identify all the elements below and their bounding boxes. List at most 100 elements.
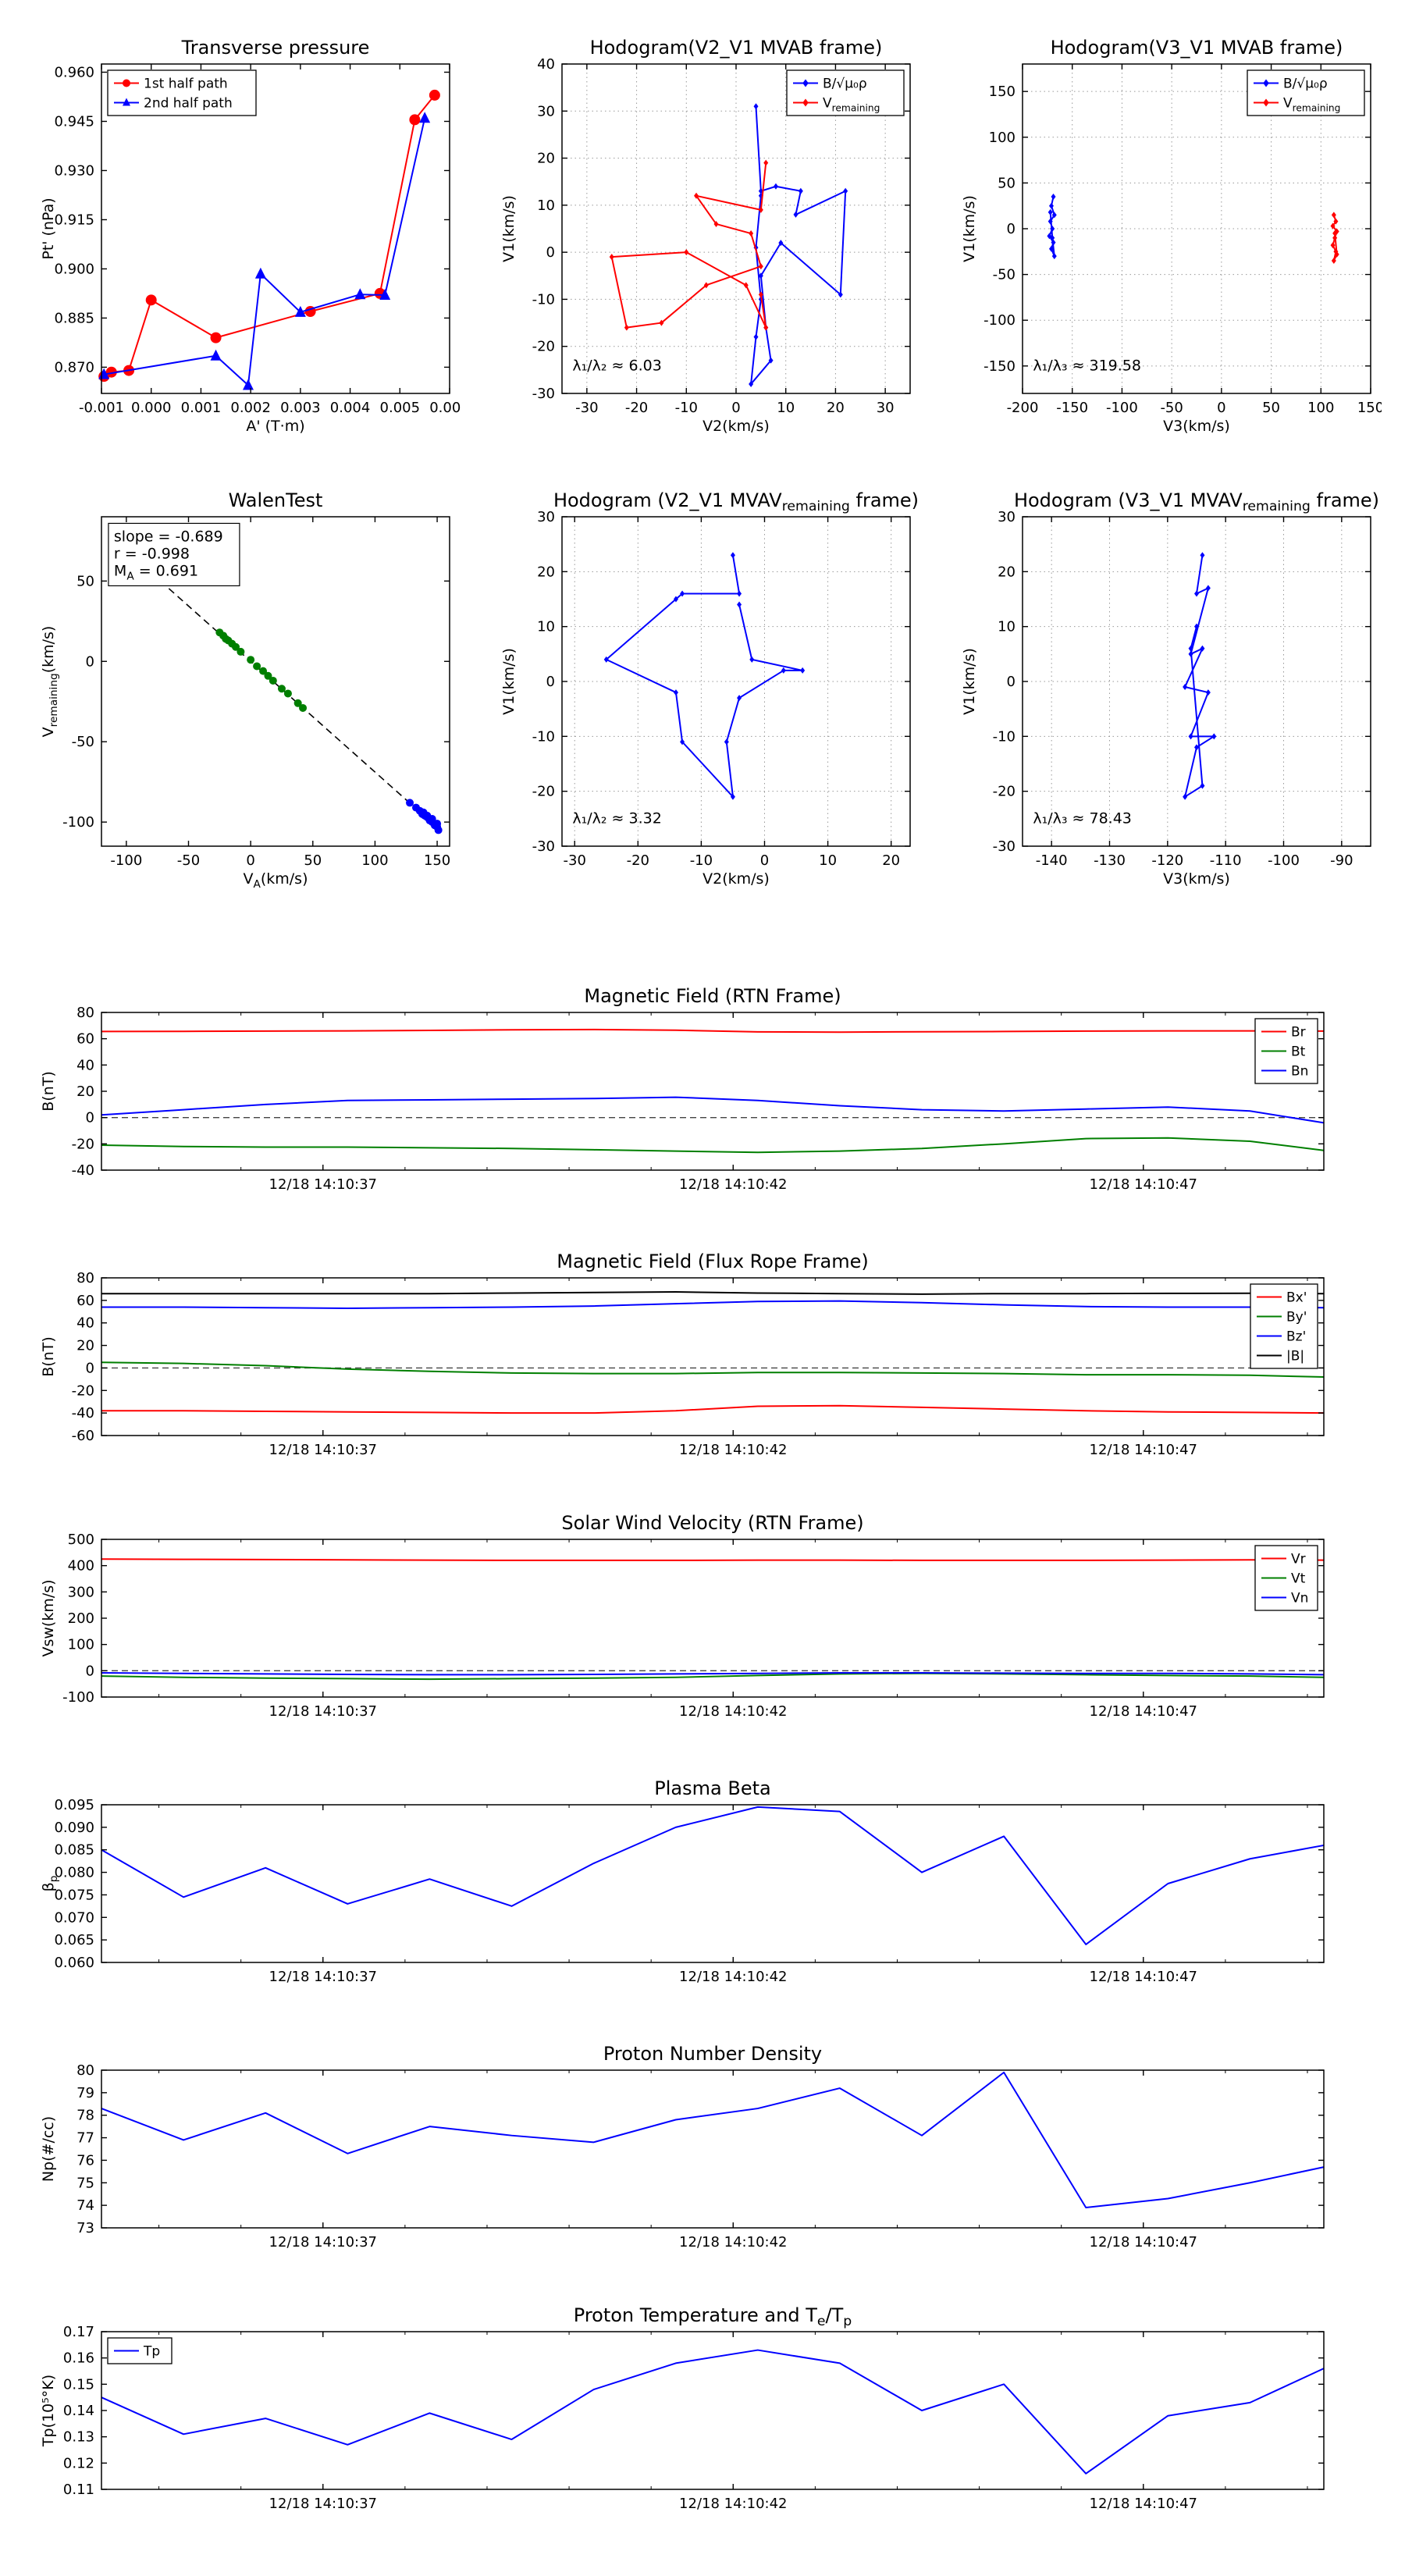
svg-text:-40: -40 — [72, 1405, 94, 1421]
svg-text:VA(km/s): VA(km/s) — [244, 870, 308, 890]
svg-text:Vremaining: Vremaining — [1283, 96, 1340, 114]
svg-plasma-beta: 12/18 14:10:37 12/18 14:10:42 12/18 14:10:… — [40, 1777, 1325, 1985]
svg-text:0.080: 0.080 — [54, 1865, 94, 1881]
chart-hodogram-v2v1-mvav: -30 -20 -10 0 10 20 -30 -20 -10 0 10 20 30 Hodogram (… — [484, 484, 921, 890]
svg-text:0.004: 0.004 — [330, 400, 371, 416]
svg-mag-rtn: 12/18 14:10:37 12/18 14:10:42 12/18 14:10:… — [40, 985, 1325, 1193]
svg-text:0.11: 0.11 — [63, 2482, 94, 2498]
svg-text:-20: -20 — [625, 400, 648, 416]
svg-text:-120: -120 — [1151, 852, 1183, 869]
svg-text:40: 40 — [537, 56, 555, 73]
svg-text:-130: -130 — [1094, 852, 1126, 869]
svg-text:B/√μ₀ρ: B/√μ₀ρ — [1283, 76, 1328, 92]
svg-hodogram-v2v1-mvab: -30 -20 -10 0 10 20 30 -30 -20 -10 0 10 20 30 40 Hodogr… — [500, 37, 911, 435]
svg-text:60: 60 — [76, 1031, 94, 1048]
panel-proton-number-density: 12/18 14:10:37 12/18 14:10:42 12/18 14:10:… — [23, 2037, 1335, 2272]
svg-text:20: 20 — [998, 564, 1016, 580]
svg-text:200: 200 — [68, 1610, 94, 1627]
chart-hodogram-v3v1-mvab: -200 -150 -100 -50 0 50 100 150 -150 -100 -50 0 50 10… — [944, 31, 1382, 437]
svg-text:Proton Temperature and Te/Tp: Proton Temperature and Te/Tp — [574, 2304, 852, 2329]
svg-text:0: 0 — [86, 1360, 94, 1376]
svg-text:-20: -20 — [627, 852, 649, 869]
svg-text:0.870: 0.870 — [54, 359, 94, 375]
svg-text:Magnetic Field (Flux Rope Fram: Magnetic Field (Flux Rope Frame) — [557, 1251, 868, 1272]
svg-text:-50: -50 — [1160, 400, 1183, 416]
svg-text:0.900: 0.900 — [54, 261, 94, 277]
svg-text:50: 50 — [76, 573, 94, 589]
svg-text:-150: -150 — [1056, 400, 1088, 416]
svg-text:Solar Wind Velocity (RTN Frame: Solar Wind Velocity (RTN Frame) — [561, 1512, 863, 1534]
svg-text:-140: -140 — [1036, 852, 1068, 869]
svg-text:Plasma Beta: Plasma Beta — [654, 1777, 770, 1799]
svg-text:12/18 14:10:37: 12/18 14:10:37 — [269, 2496, 377, 2512]
svg-text:100: 100 — [68, 1637, 94, 1653]
svg-text:0.070: 0.070 — [54, 1909, 94, 1926]
svg-text:40: 40 — [76, 1057, 94, 1073]
svg-text:Hodogram (V2_V1 MVAVremaining: Hodogram (V2_V1 MVAVremaining frame) — [553, 489, 919, 514]
svg-text:10: 10 — [777, 400, 795, 416]
svg-text:r = -0.998: r = -0.998 — [114, 545, 190, 562]
svg-text:12/18 14:10:42: 12/18 14:10:42 — [679, 1442, 787, 1458]
svg-text:20: 20 — [76, 1083, 94, 1100]
svg-text:|B|: |B| — [1286, 1349, 1304, 1364]
svg-text:Proton Number Density: Proton Number Density — [603, 2043, 822, 2065]
svg-text:V1(km/s): V1(km/s) — [961, 195, 978, 262]
svg-text:10: 10 — [537, 197, 555, 214]
svg-text:12/18 14:10:47: 12/18 14:10:47 — [1090, 1703, 1197, 1720]
svg-text:100: 100 — [989, 130, 1016, 146]
svg-text:20: 20 — [537, 564, 555, 580]
svg-text:-100: -100 — [110, 852, 142, 869]
svg-text:12/18 14:10:42: 12/18 14:10:42 — [679, 1176, 787, 1193]
svg-text:-90: -90 — [1330, 852, 1353, 869]
svg-text:-50: -50 — [177, 852, 200, 869]
svg-text:Pt' (nPa): Pt' (nPa) — [40, 197, 57, 259]
svg-text:Transverse pressure: Transverse pressure — [181, 37, 370, 59]
svg-text:30: 30 — [537, 103, 555, 119]
svg-text:0.000: 0.000 — [131, 400, 172, 416]
svg-text:2nd half path: 2nd half path — [144, 96, 233, 112]
svg-text:-20: -20 — [993, 784, 1016, 800]
svg-text:0: 0 — [86, 1110, 94, 1126]
svg-text:30: 30 — [998, 509, 1016, 525]
svg-text:-40: -40 — [72, 1162, 94, 1179]
svg-text:βp: βp — [40, 1876, 60, 1892]
svg-text:74: 74 — [76, 2197, 94, 2214]
chart-hodogram-v2v1-mvab: -30 -20 -10 0 10 20 30 -30 -20 -10 0 10 20 30 40 Hodogr… — [484, 31, 921, 437]
svg-text:40: 40 — [76, 1315, 94, 1332]
svg-text:0.13: 0.13 — [63, 2429, 94, 2446]
svg-walen-test: -100 -50 0 50 100 150 -100 -50 0 50 WalenTest VA(km… — [40, 489, 450, 890]
svg-text:30: 30 — [537, 509, 555, 525]
svg-text:λ₁/λ₂ ≈ 3.32: λ₁/λ₂ ≈ 3.32 — [572, 809, 661, 827]
svg-text:-30: -30 — [993, 838, 1016, 855]
svg-text:73: 73 — [76, 2220, 94, 2236]
svg-text:-150: -150 — [984, 358, 1016, 375]
svg-text:0.17: 0.17 — [63, 2324, 94, 2340]
svg-text:76: 76 — [76, 2152, 94, 2169]
svg-text:λ₁/λ₃ ≈ 319.58: λ₁/λ₃ ≈ 319.58 — [1033, 357, 1141, 374]
svg-text:0.885: 0.885 — [54, 310, 94, 326]
svg-text:0.006: 0.006 — [429, 400, 461, 416]
svg-text:0: 0 — [546, 674, 555, 690]
svg-text:0: 0 — [86, 653, 94, 670]
svg-text:12/18 14:10:47: 12/18 14:10:47 — [1090, 2234, 1197, 2250]
svg-text:0.060: 0.060 — [54, 1955, 94, 1971]
svg-text:0: 0 — [546, 244, 555, 261]
svg-text:B(nT): B(nT) — [40, 1336, 57, 1377]
svg-text:0.960: 0.960 — [54, 64, 94, 80]
svg-text:Magnetic Field (RTN Frame): Magnetic Field (RTN Frame) — [584, 985, 841, 1007]
svg-text:50: 50 — [1262, 400, 1280, 416]
svg-text:-200: -200 — [1007, 400, 1039, 416]
svg-text:12/18 14:10:42: 12/18 14:10:42 — [679, 2496, 787, 2512]
svg-transverse-pressure: -0.001 0.000 0.001 0.002 0.003 0.004 0.005 0.00… — [40, 37, 461, 435]
svg-vel-rtn: 12/18 14:10:37 12/18 14:10:42 12/18 14:10:… — [40, 1512, 1325, 1720]
svg-text:0.15: 0.15 — [63, 2376, 94, 2393]
svg-text:-10: -10 — [993, 728, 1016, 745]
svg-text:MA = 0.691: MA = 0.691 — [114, 562, 198, 582]
svg-text:12/18 14:10:37: 12/18 14:10:37 — [269, 2234, 377, 2250]
svg-text:300: 300 — [68, 1584, 94, 1600]
svg-text:77: 77 — [76, 2130, 94, 2147]
svg-text:0.002: 0.002 — [230, 400, 271, 416]
svg-text:Np(#/cc): Np(#/cc) — [40, 2116, 57, 2182]
panel-magnetic-field-rtn: 12/18 14:10:37 12/18 14:10:42 12/18 14:10:… — [23, 980, 1335, 1214]
